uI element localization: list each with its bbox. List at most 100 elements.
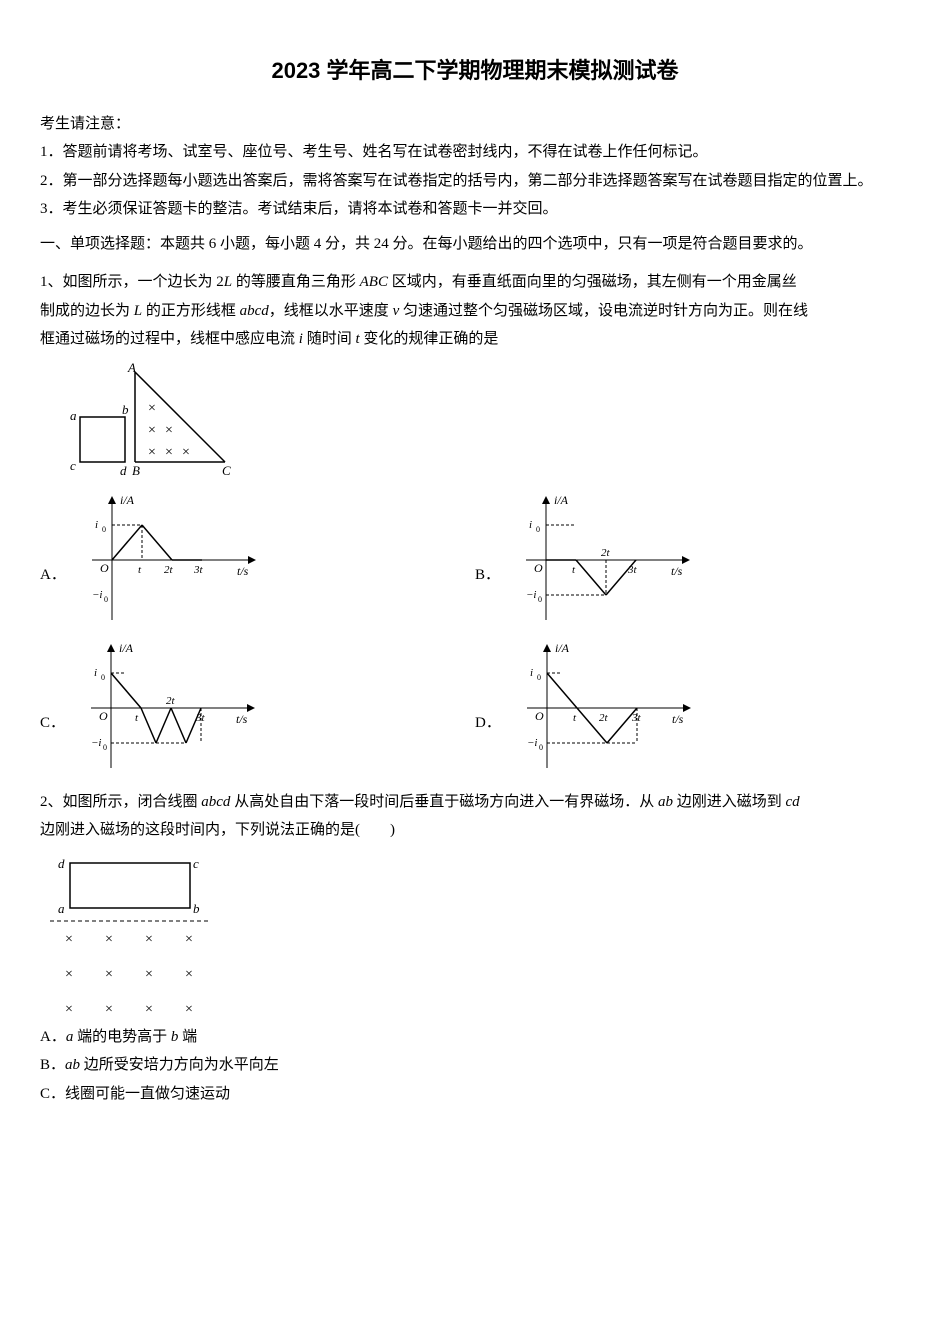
q1-L2: L [134,303,142,319]
q1-option-C: C． i/A t/s O i 0 −i 0 t 2t 3t [40,638,475,778]
svg-text:i: i [95,519,98,531]
chart-B: i/A t/s O i 0 −i 0 t 2t 3t [506,490,696,630]
svg-text:3t: 3t [193,564,204,576]
svg-text:×: × [185,967,193,982]
q2-text-c: 边刚进入磁场到 [673,794,786,810]
svg-text:−i: −i [527,737,537,749]
q2B-text: 边所受安培力方向为水平向左 [80,1057,279,1073]
svg-text:×: × [65,967,73,982]
svg-text:O: O [534,561,543,575]
fig-C: C [222,463,231,478]
svg-text:×: × [185,1002,193,1017]
section-1-heading: 一、单项选择题：本题共 6 小题，每小题 4 分，共 24 分。在每小题给出的四… [40,230,910,259]
svg-text:0: 0 [539,743,543,752]
svg-text:0: 0 [538,595,542,604]
svg-text:×: × [65,1002,73,1017]
q1-abcd: abcd [240,303,269,319]
svg-text:×: × [65,932,73,947]
q2-text-a: 2、如图所示，闭合线圈 [40,794,201,810]
svg-text:0: 0 [537,673,541,682]
svg-text:i: i [94,667,97,679]
svg-text:−i: −i [91,737,101,749]
svg-text:O: O [99,709,108,723]
q1-option-A: A． i/A t/s O i 0 −i 0 t 2t 3t [40,490,475,630]
svg-text:t: t [138,564,142,576]
svg-text:t: t [135,712,139,724]
fig-A: A [127,362,136,375]
notice-3: 3．考生必须保证答题卡的整洁。考试结束后，请将本试卷和答题卡一并交回。 [40,195,910,224]
q2-cd: cd [785,794,799,810]
opt-A-label: A． [40,561,66,590]
q2-figure: d c a b ×××× ×××× ×××× [40,853,910,1023]
q1-option-D: D． i/A t/s O i 0 −i 0 t 2t 3t [475,638,910,778]
q1-text-e: 的正方形线框 [142,303,240,319]
q1-line3: 框通过磁场的过程中，线框中感应电流 i 随时间 t 变化的规律正确的是 [40,325,910,354]
svg-text:t/s: t/s [672,712,684,726]
chart-A: i/A t/s O i 0 −i 0 t 2t 3t [72,490,262,630]
page-title: 2023 学年高二下学期物理期末模拟测试卷 [40,50,910,92]
q1-text-b: 的等腰直角三角形 [232,274,360,290]
svg-text:0: 0 [536,525,540,534]
svg-text:×: × [165,445,173,460]
svg-text:t/s: t/s [671,564,683,578]
svg-text:i: i [529,519,532,531]
svg-text:t/s: t/s [236,712,248,726]
q2A-label: A． [40,1029,66,1045]
q1-options-row-1: A． i/A t/s O i 0 −i 0 t 2t 3t [40,490,910,630]
svg-text:i/A: i/A [554,493,569,507]
notice-1: 1．答题前请将考场、试室号、座位号、考生号、姓名写在试卷密封线内，不得在试卷上作… [40,138,910,167]
svg-text:0: 0 [104,595,108,604]
svg-text:2t: 2t [164,564,174,576]
svg-text:t: t [573,712,577,724]
q2-abcd: abcd [201,794,230,810]
svg-text:t: t [572,564,576,576]
svg-text:2t: 2t [166,695,176,707]
q1-text-f: ，线框以水平速度 [269,303,393,319]
fig-b: b [122,402,129,417]
q1-text-g: 匀速通过整个匀强磁场区域，设电流逆时针方向为正。则在线 [399,303,808,319]
fig-B: B [132,463,140,478]
q1-text-j: 变化的规律正确的是 [360,331,499,347]
svg-text:d: d [58,856,65,871]
svg-text:×: × [105,1002,113,1017]
opt-D-label: D． [475,709,501,738]
svg-text:a: a [58,901,65,916]
question-1: 1、如图所示，一个边长为 2L 的等腰直角三角形 ABC 区域内，有垂直纸面向里… [40,268,910,297]
svg-text:×: × [145,1002,153,1017]
opt-C-label: C． [40,709,65,738]
svg-text:−i: −i [92,589,102,601]
q1-options-row-2: C． i/A t/s O i 0 −i 0 t 2t 3t [40,638,910,778]
question-2: 2、如图所示，闭合线圈 abcd 从高处自由下落一段时间后垂直于磁场方向进入一有… [40,788,910,817]
svg-text:O: O [100,561,109,575]
q1-text-a: 1、如图所示，一个边长为 2 [40,274,224,290]
notice-head: 考生请注意： [40,110,910,139]
q1-option-B: B． i/A t/s O i 0 −i 0 t 2t 3t [475,490,910,630]
svg-text:×: × [185,932,193,947]
fig-a: a [70,408,77,423]
q2-text-b: 从高处自由下落一段时间后垂直于磁场方向进入一有界磁场．从 [230,794,658,810]
q1-ABC: ABC [360,274,388,290]
q2-option-C: C．线圈可能一直做匀速运动 [40,1080,910,1109]
svg-text:−i: −i [526,589,536,601]
svg-text:×: × [148,445,156,460]
svg-text:3t: 3t [631,712,642,724]
opt-B-label: B． [475,561,500,590]
svg-text:3t: 3t [195,712,206,724]
svg-text:i/A: i/A [555,641,570,655]
q1-line2: 制成的边长为 L 的正方形线框 abcd，线框以水平速度 v 匀速通过整个匀强磁… [40,297,910,326]
chart-D: i/A t/s O i 0 −i 0 t 2t 3t [507,638,697,778]
chart-C: i/A t/s O i 0 −i 0 t 2t 3t [71,638,261,778]
q1-L1: L [224,274,232,290]
q2B-ab: ab [65,1057,80,1073]
svg-text:×: × [165,423,173,438]
q2-option-B: B．ab 边所受安培力方向为水平向左 [40,1051,910,1080]
q2-line2: 边刚进入磁场的这段时间内，下列说法正确的是( ) [40,816,910,845]
svg-text:×: × [145,932,153,947]
svg-text:3t: 3t [627,564,638,576]
q1-figure: A B C × × × × × × a b c d [40,362,910,482]
svg-text:O: O [535,709,544,723]
q1-text-d: 制成的边长为 [40,303,134,319]
svg-text:i/A: i/A [119,641,134,655]
svg-text:×: × [105,967,113,982]
q2B-label: B． [40,1057,65,1073]
